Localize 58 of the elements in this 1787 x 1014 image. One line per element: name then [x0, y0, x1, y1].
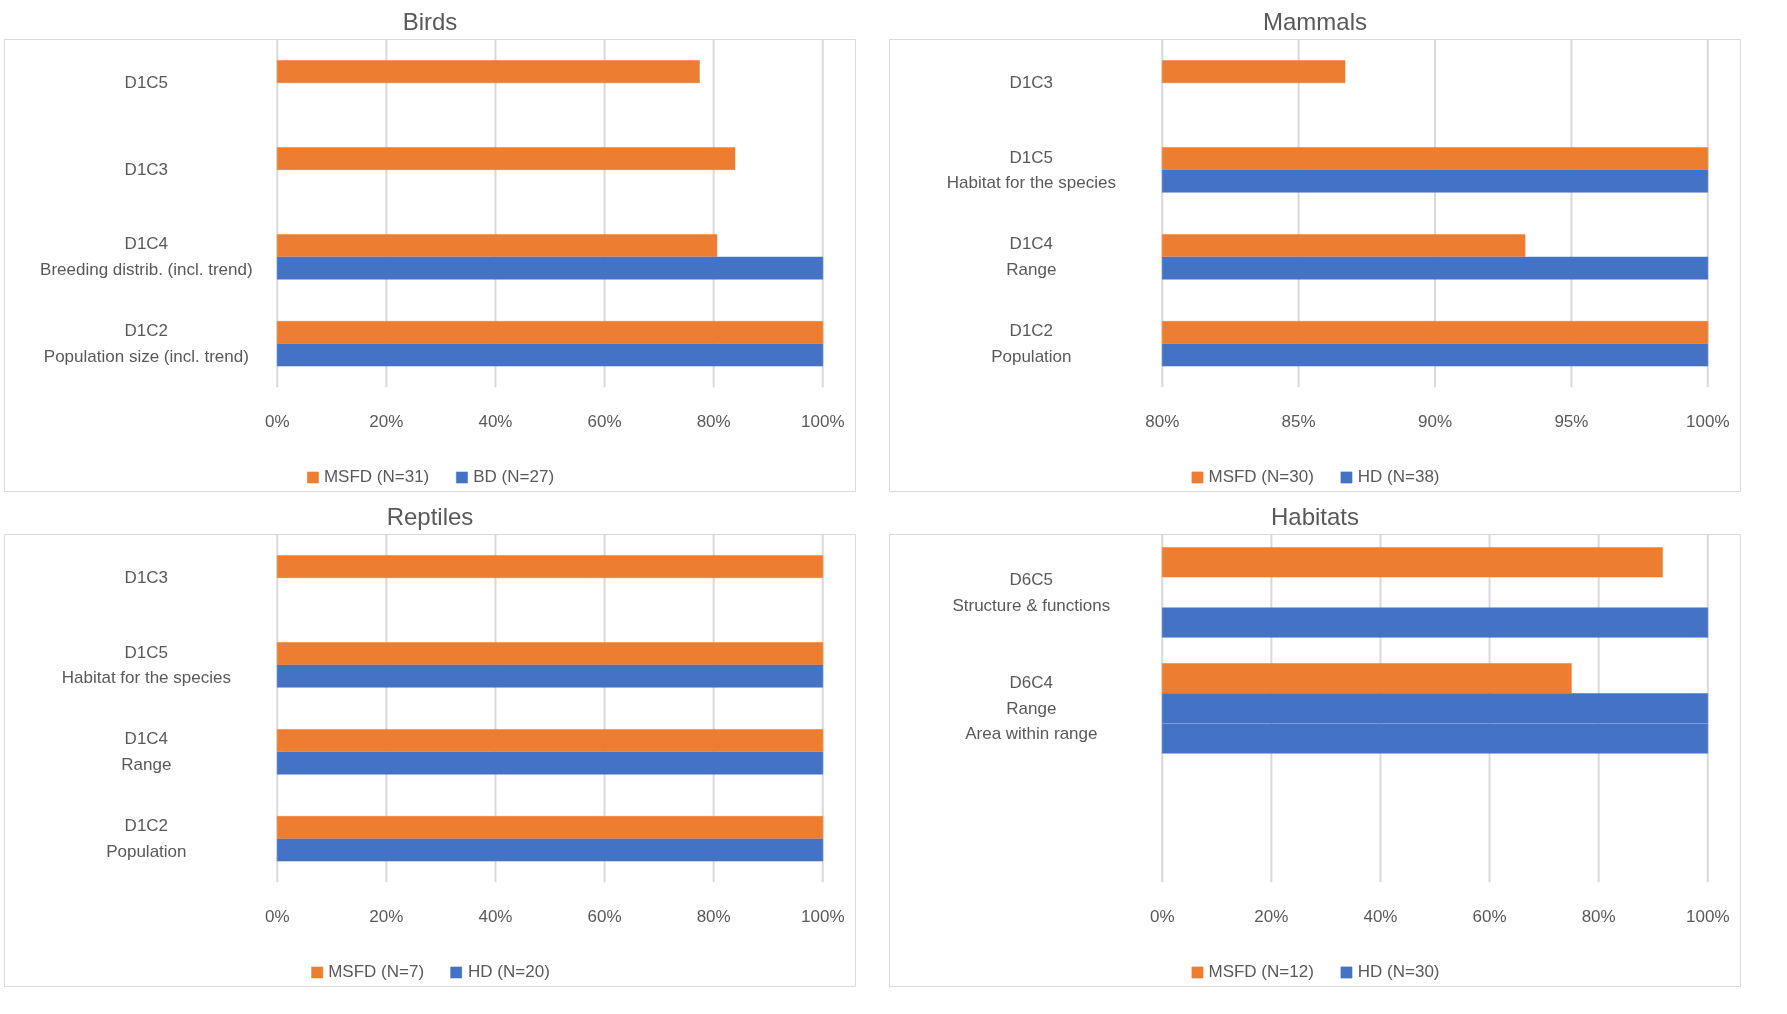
y-tick-label: D1C5 Habitat for the species — [946, 147, 1116, 193]
bar — [1162, 547, 1663, 578]
legend-label: MSFD (N=30) — [1208, 467, 1314, 487]
chart-title: Habitats — [1270, 502, 1360, 530]
y-tick-label: D6C4 Range Area within range — [965, 673, 1098, 744]
x-tick-label: 100% — [801, 907, 845, 927]
x-tick-label: 60% — [587, 412, 622, 432]
bar — [277, 147, 736, 170]
bar — [277, 234, 718, 257]
x-tick-label: 100% — [801, 412, 845, 432]
bar — [277, 256, 824, 280]
x-tick-label: 40% — [478, 412, 513, 432]
bar — [1162, 607, 1709, 638]
bar — [1162, 663, 1572, 694]
x-tick-label: 80% — [696, 412, 731, 432]
x-tick-label: 80% — [1145, 412, 1180, 432]
chart-title: Birds — [402, 7, 458, 35]
x-tick-label: 100% — [1686, 907, 1730, 927]
y-tick-label: D1C3 — [1009, 73, 1054, 93]
x-tick-label: 95% — [1554, 412, 1589, 432]
bar — [277, 60, 700, 83]
y-tick-label: D1C3 — [124, 160, 169, 180]
y-tick-label: D1C4 Range — [1006, 234, 1057, 280]
chart-title: Mammals — [1263, 7, 1368, 35]
x-tick-label: 85% — [1281, 412, 1316, 432]
legend-label: MSFD (N=12) — [1208, 962, 1314, 982]
x-tick-label: 60% — [1472, 907, 1507, 927]
x-tick-label: 60% — [587, 907, 622, 927]
legend-label: HD (N=30) — [1357, 962, 1440, 982]
x-tick-label: 80% — [1581, 907, 1616, 927]
x-tick-label: 20% — [369, 907, 404, 927]
x-tick-label: 80% — [696, 907, 731, 927]
y-tick-label: D1C2 Population size (incl. trend) — [43, 321, 249, 367]
x-tick-label: 0% — [264, 907, 290, 927]
y-tick-label: D1C2 Population — [991, 321, 1072, 367]
y-tick-label: D1C4 Breeding distrib. (incl. trend) — [40, 234, 253, 280]
y-tick-label: D6C5 Structure & functions — [952, 570, 1111, 615]
x-tick-label: 90% — [1418, 412, 1453, 432]
y-tick-label: D1C5 — [124, 73, 169, 93]
bar — [277, 343, 824, 367]
x-tick-label: 40% — [1363, 907, 1398, 927]
legend-label: BD (N=27) — [473, 467, 555, 487]
x-tick-label: 20% — [1254, 907, 1289, 927]
x-tick-label: 40% — [478, 907, 513, 927]
legend-label: MSFD (N=31) — [323, 467, 430, 487]
legend-label: HD (N=20) — [468, 962, 550, 982]
y-tick-label: D1C2 Population — [106, 816, 187, 862]
y-tick-label: D1C3 — [124, 568, 169, 588]
y-tick-label: D1C5 Habitat for the species — [61, 642, 231, 688]
legend-label: HD (N=38) — [1357, 467, 1440, 487]
legend-label: MSFD (N=7) — [328, 962, 425, 982]
x-tick-label: 20% — [369, 412, 404, 432]
x-tick-label: 0% — [1149, 907, 1175, 927]
bar — [277, 321, 824, 344]
chart-title: Reptiles — [386, 502, 474, 530]
x-tick-label: 0% — [264, 412, 290, 432]
x-tick-label: 100% — [1686, 412, 1730, 432]
y-tick-label: D1C4 Range — [121, 729, 172, 775]
